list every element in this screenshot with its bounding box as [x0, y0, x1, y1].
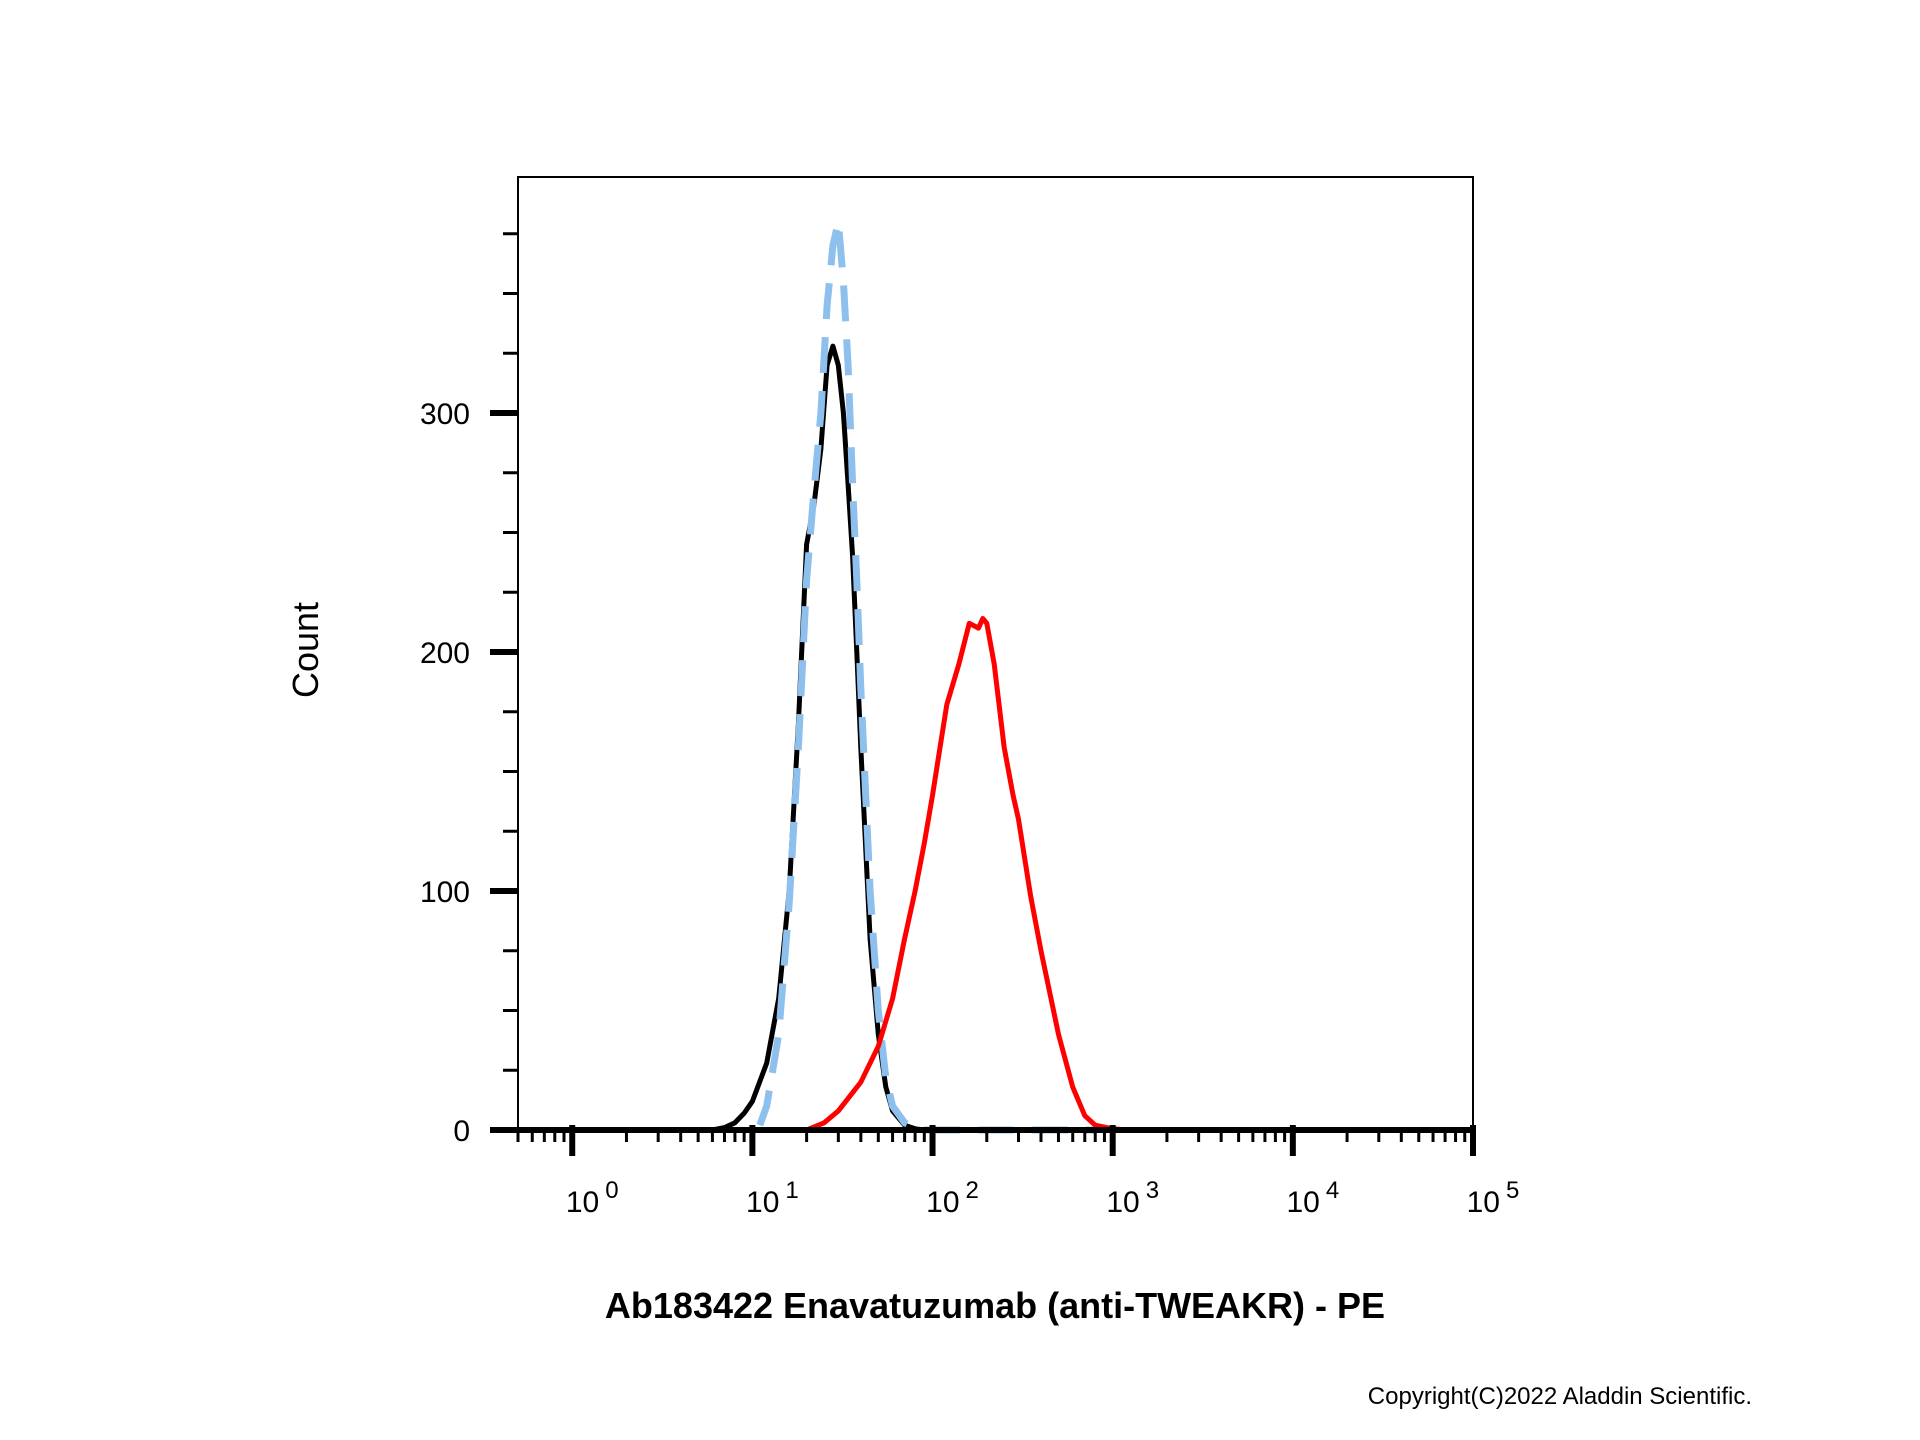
- x-tick-base: 10: [566, 1186, 599, 1219]
- x-tick-exponent: 0: [605, 1177, 618, 1204]
- y-axis-label: Count: [285, 602, 326, 698]
- y-tick-label: 200: [420, 637, 470, 670]
- x-tick-label: 10 3: [1106, 1177, 1159, 1219]
- series-line-3: [518, 616, 1473, 1133]
- x-tick-exponent: 2: [966, 1177, 979, 1204]
- y-axis: 0 100 200 300: [420, 232, 518, 1148]
- x-tick-base: 10: [926, 1186, 959, 1219]
- x-tick-exponent: 1: [785, 1177, 798, 1204]
- x-tick-exponent: 4: [1326, 1177, 1339, 1204]
- x-tick-exponent: 5: [1506, 1177, 1519, 1204]
- series-layer: [518, 218, 1473, 1134]
- series-line-2: [756, 218, 1096, 1134]
- x-axis: 10 0 10 1 10 2 10 3 10 4 10 5: [495, 1125, 1519, 1219]
- x-tick-base: 10: [1467, 1186, 1500, 1219]
- y-tick-label: 300: [420, 398, 470, 431]
- x-tick-exponent: 3: [1146, 1177, 1159, 1204]
- y-tick-label: 100: [420, 876, 470, 909]
- x-tick-label: 10 0: [566, 1177, 619, 1219]
- x-axis-label: Ab183422 Enavatuzumab (anti-TWEAKR) - PE: [605, 1285, 1385, 1326]
- x-tick-base: 10: [1286, 1186, 1319, 1219]
- series-line-1: [518, 343, 1473, 1133]
- x-tick-label: 10 2: [926, 1177, 979, 1219]
- y-tick-label: 0: [453, 1115, 470, 1148]
- x-tick-label: 10 1: [746, 1177, 799, 1219]
- x-tick-base: 10: [1106, 1186, 1139, 1219]
- x-tick-label: 10 4: [1286, 1177, 1339, 1219]
- plot-frame: [517, 176, 1474, 1131]
- copyright-text: Copyright(C)2022 Aladdin Scientific.: [1368, 1383, 1752, 1410]
- x-tick-label: 10 5: [1467, 1177, 1520, 1219]
- x-tick-base: 10: [746, 1186, 779, 1219]
